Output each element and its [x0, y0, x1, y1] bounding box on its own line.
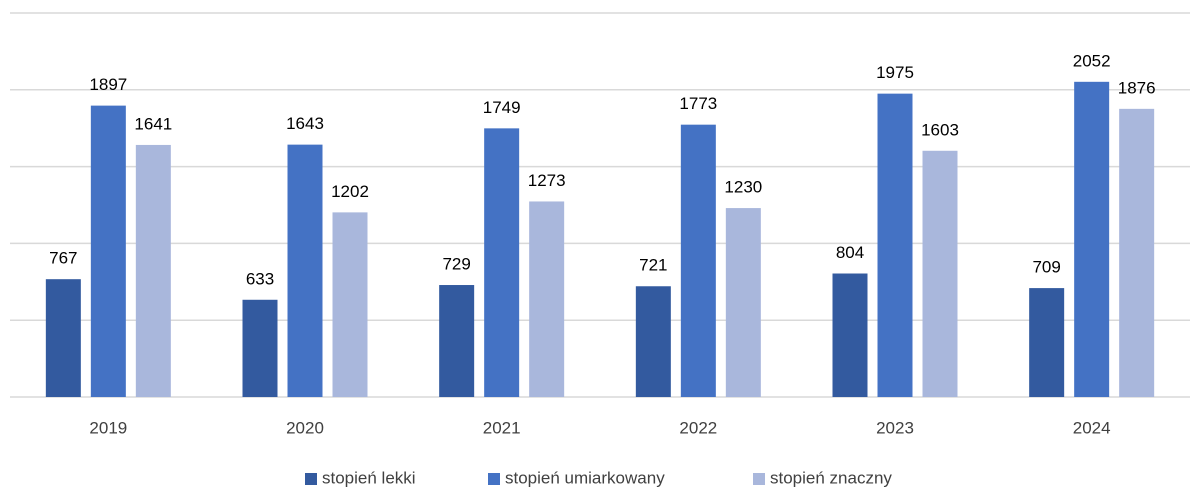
value-label: 1749 — [483, 98, 521, 117]
bar — [242, 299, 278, 397]
value-label: 1641 — [134, 114, 172, 133]
bar — [332, 212, 368, 397]
legend-swatch — [488, 473, 500, 485]
bar — [832, 273, 868, 397]
x-tick-label: 2019 — [89, 418, 127, 437]
bar — [680, 124, 716, 397]
legend-swatch — [305, 473, 317, 485]
bar — [45, 279, 81, 397]
value-label: 1876 — [1118, 78, 1156, 97]
value-label: 767 — [49, 249, 77, 268]
value-label: 633 — [246, 269, 274, 288]
x-tick-label: 2023 — [876, 418, 914, 437]
bar — [877, 93, 913, 397]
bar — [725, 208, 761, 397]
x-tick-label: 2020 — [286, 418, 324, 437]
bar — [439, 285, 475, 397]
bar — [529, 201, 565, 397]
value-label: 1897 — [89, 75, 127, 94]
bar — [922, 150, 958, 397]
bar — [635, 286, 671, 397]
bar — [1119, 108, 1155, 397]
value-label: 1603 — [921, 120, 959, 139]
legend-swatch — [753, 473, 765, 485]
value-label: 729 — [442, 255, 470, 274]
x-tick-label: 2022 — [679, 418, 717, 437]
value-label: 1643 — [286, 114, 324, 133]
value-label: 1230 — [724, 178, 762, 197]
value-label: 1975 — [876, 63, 914, 82]
value-label: 1273 — [528, 171, 566, 190]
value-label: 709 — [1032, 258, 1060, 277]
bar — [1074, 81, 1110, 397]
legend-label: stopień lekki — [322, 468, 416, 487]
bar — [90, 105, 126, 398]
value-label: 2052 — [1073, 51, 1111, 70]
value-label: 1773 — [679, 94, 717, 113]
value-label: 1202 — [331, 182, 369, 201]
bar — [135, 144, 171, 397]
x-tick-label: 2024 — [1073, 418, 1111, 437]
value-label: 721 — [639, 256, 667, 275]
x-tick-label: 2021 — [483, 418, 521, 437]
bar — [1029, 288, 1065, 397]
value-label: 804 — [836, 243, 864, 262]
bar — [484, 128, 520, 397]
legend-label: stopień umiarkowany — [505, 468, 665, 487]
bar — [287, 144, 323, 397]
legend-label: stopień znaczny — [770, 468, 892, 487]
